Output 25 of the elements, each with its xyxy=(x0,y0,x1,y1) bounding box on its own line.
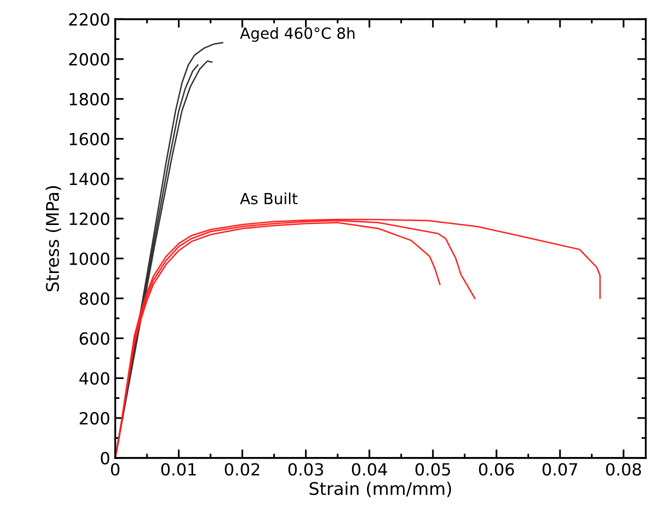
annotation: As Built xyxy=(240,192,298,204)
y-tick-label: 2000 xyxy=(69,53,110,66)
x-axis-title: Strain (mm/mm) xyxy=(310,482,452,498)
x-tick-label: 0.03 xyxy=(288,463,324,476)
y-tick-label: 600 xyxy=(80,332,110,345)
y-tick-label: 1600 xyxy=(70,132,110,146)
y-tick-label: 1800 xyxy=(70,92,110,106)
y-tick-label: 1400 xyxy=(70,172,110,186)
x-tick-label: 0.02 xyxy=(224,463,260,476)
x-tick-label: 0.05 xyxy=(415,463,450,476)
x-tick-label: 0.08 xyxy=(606,463,641,476)
y-tick-label: 1000 xyxy=(70,252,110,266)
x-tick-label: 0.01 xyxy=(161,463,196,476)
y-tick-label: 200 xyxy=(80,412,110,425)
y-tick-label: 800 xyxy=(80,292,110,305)
y-tick-label: 400 xyxy=(79,372,110,385)
x-tick-label: 0.07 xyxy=(542,463,578,476)
x-tick-label: 0 xyxy=(111,463,120,476)
y-tick-label: 0 xyxy=(100,452,110,464)
y-axis-title: Stress (MPa) xyxy=(46,186,62,292)
x-tick-label: 0.04 xyxy=(352,463,388,476)
y-tick-label: 2200 xyxy=(69,13,110,26)
x-tick-label: 0.06 xyxy=(479,463,514,476)
y-tick-label: 1200 xyxy=(70,212,110,226)
annotation: Aged 460°C 8h xyxy=(240,27,354,42)
